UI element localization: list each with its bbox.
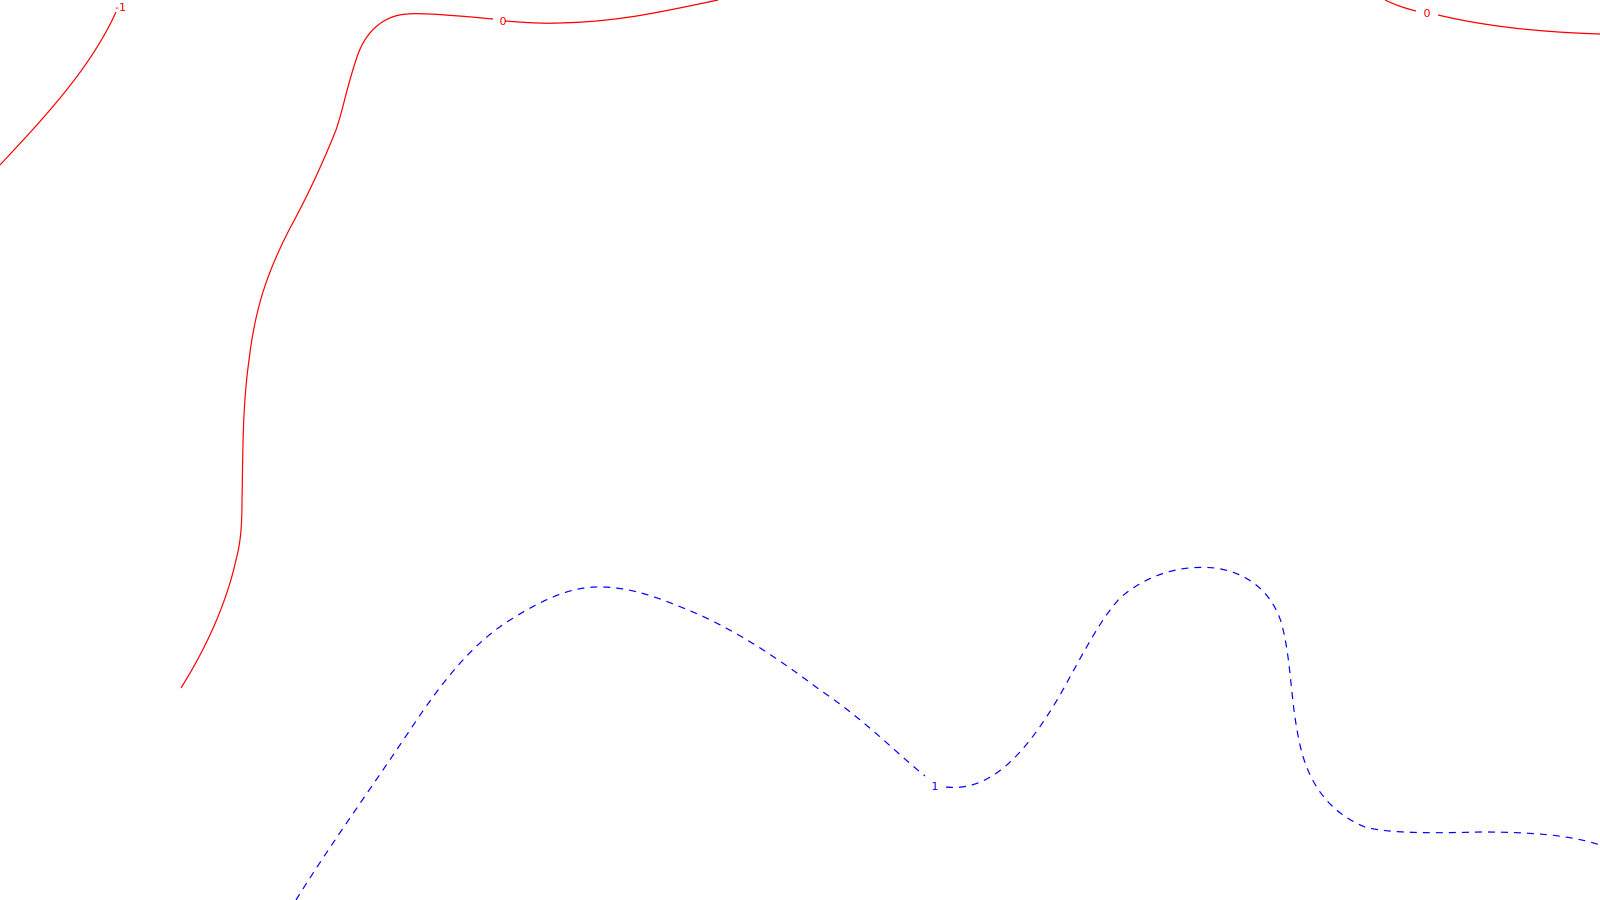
contour-line-zero-left xyxy=(180,0,719,689)
contour-label-minus1: -1 xyxy=(115,1,126,14)
contour-label-one: 1 xyxy=(932,780,939,793)
contour-line-one xyxy=(295,566,1600,900)
contour-line-zero-right xyxy=(1384,0,1600,35)
contour-label-zero-right: 0 xyxy=(1424,7,1431,20)
contour-label-zero-left: 0 xyxy=(500,15,507,28)
contour-line-minus1 xyxy=(0,11,117,166)
